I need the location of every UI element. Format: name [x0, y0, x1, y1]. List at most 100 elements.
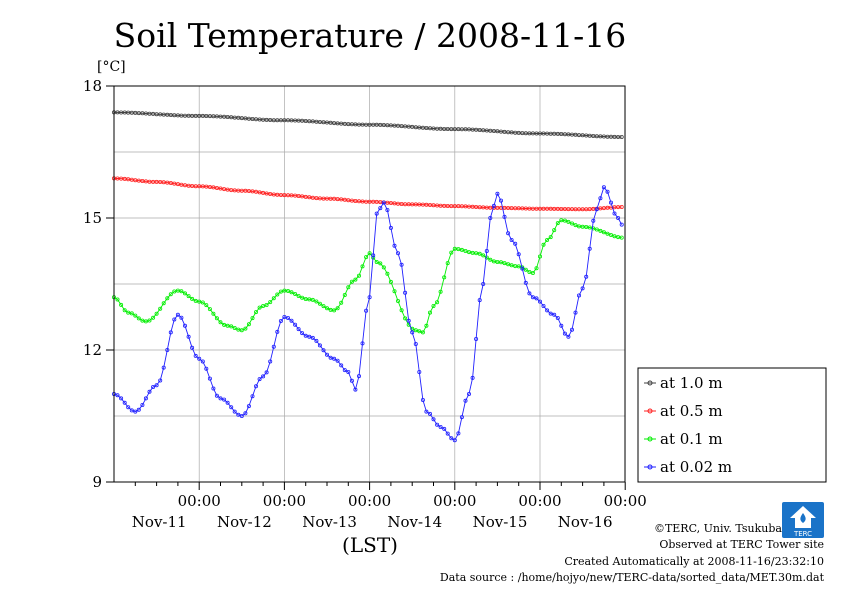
- series-point: [232, 115, 237, 120]
- series-point: [431, 203, 436, 208]
- series-point: [193, 298, 198, 303]
- series-point: [140, 318, 145, 323]
- series-point: [218, 396, 223, 401]
- series-point: [271, 296, 276, 301]
- series-point: [122, 400, 127, 405]
- series-point: [431, 303, 436, 308]
- series-point: [314, 338, 319, 343]
- series-point: [229, 405, 234, 410]
- series-point: [403, 202, 408, 207]
- series-point: [324, 306, 329, 311]
- series-point: [147, 179, 152, 184]
- series-point: [214, 114, 219, 119]
- series-point: [463, 398, 468, 403]
- series-point: [356, 374, 361, 379]
- series-point: [261, 374, 266, 379]
- series-point: [282, 314, 287, 319]
- x-tick-time-label: 00:00: [178, 492, 221, 510]
- series-point: [296, 327, 301, 332]
- series-point: [410, 124, 415, 129]
- series-point: [587, 225, 592, 230]
- x-tick-date-label: Nov-16: [558, 513, 613, 531]
- series-point: [158, 378, 163, 383]
- series-point: [353, 277, 358, 282]
- series-point: [360, 341, 365, 346]
- series-point: [367, 199, 372, 204]
- series-point: [601, 185, 606, 190]
- series-point: [392, 243, 397, 248]
- series-point: [268, 191, 273, 196]
- series-point: [534, 296, 539, 301]
- series-point: [328, 355, 333, 360]
- series-point: [587, 246, 592, 251]
- series-point: [225, 323, 230, 328]
- series-point: [395, 298, 400, 303]
- series-point: [459, 247, 464, 252]
- series-point: [278, 289, 283, 294]
- series-point: [538, 299, 543, 304]
- series-point: [321, 348, 326, 353]
- series-point: [324, 196, 329, 201]
- series-point: [616, 235, 621, 240]
- series-point: [555, 221, 560, 226]
- series-point: [541, 131, 546, 136]
- series-point: [538, 254, 543, 259]
- series-point: [232, 409, 237, 414]
- series-line: [113, 186, 623, 441]
- series-point: [168, 292, 173, 297]
- y-axis-unit-label: [°C]: [97, 59, 126, 75]
- series-point: [179, 289, 184, 294]
- series-point: [498, 260, 503, 265]
- series-point: [182, 323, 187, 328]
- series-point: [353, 198, 358, 203]
- x-axis-ticks: 00:00 Nov-11 00:00 Nov-12 00:00 Nov-13 00:00 No…: [132, 482, 647, 531]
- series-point: [257, 377, 262, 382]
- series-point: [417, 369, 422, 374]
- legend-label: at 0.1 m: [660, 430, 723, 448]
- logo-text: TERC: [793, 530, 812, 538]
- series-point: [147, 318, 152, 323]
- series-point: [250, 394, 255, 399]
- series-point: [484, 255, 489, 260]
- series-point: [154, 311, 159, 316]
- y-tick-label: 9: [92, 473, 102, 491]
- plot-frame: [113, 85, 626, 483]
- series-point: [342, 292, 347, 297]
- series-point: [136, 316, 141, 321]
- series-point: [392, 289, 397, 294]
- series-point: [488, 205, 493, 210]
- series-point: [172, 181, 177, 186]
- series-point: [225, 115, 230, 120]
- series-point: [303, 119, 308, 124]
- series-point: [395, 251, 400, 256]
- series-point: [619, 235, 624, 240]
- series-point: [584, 274, 589, 279]
- series-3: [112, 185, 624, 443]
- series-point: [374, 122, 379, 127]
- series-point: [204, 303, 209, 308]
- series-point: [200, 300, 205, 305]
- series-point: [470, 375, 475, 380]
- series-point: [495, 129, 500, 134]
- series-point: [399, 262, 404, 267]
- series-point: [300, 194, 305, 199]
- series-point: [293, 291, 298, 296]
- series-point: [438, 126, 443, 131]
- legend-swatch-marker: [647, 436, 653, 442]
- series-point: [239, 328, 244, 333]
- series-point: [172, 289, 177, 294]
- series-point: [218, 186, 223, 191]
- series-point: [303, 194, 308, 199]
- series-point: [165, 296, 170, 301]
- series-point: [474, 251, 479, 256]
- series-point: [246, 404, 251, 409]
- series-point: [413, 328, 418, 333]
- series-point: [612, 134, 617, 139]
- copyright-text: ©TERC, Univ. Tsukuba: [653, 522, 782, 535]
- series-point: [232, 188, 237, 193]
- series-point: [335, 197, 340, 202]
- series-point: [431, 126, 436, 131]
- series-point: [527, 291, 532, 296]
- series-point: [285, 288, 290, 293]
- series-point: [534, 266, 539, 271]
